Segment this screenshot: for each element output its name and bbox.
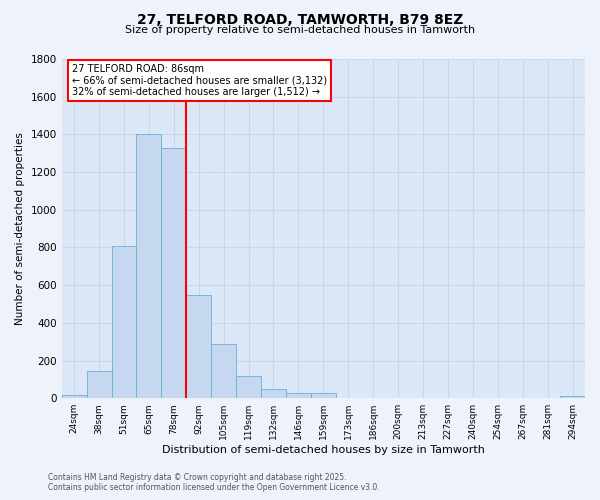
X-axis label: Distribution of semi-detached houses by size in Tamworth: Distribution of semi-detached houses by … — [162, 445, 485, 455]
Bar — [236, 376, 261, 398]
Text: Size of property relative to semi-detached houses in Tamworth: Size of property relative to semi-detach… — [125, 25, 475, 35]
Bar — [286, 394, 311, 398]
Y-axis label: Number of semi-detached properties: Number of semi-detached properties — [15, 132, 25, 325]
Bar — [186, 294, 211, 398]
Bar — [86, 371, 112, 398]
Bar — [112, 246, 136, 398]
Bar — [136, 134, 161, 398]
Text: 27 TELFORD ROAD: 86sqm
← 66% of semi-detached houses are smaller (3,132)
32% of : 27 TELFORD ROAD: 86sqm ← 66% of semi-det… — [72, 64, 327, 98]
Text: 27, TELFORD ROAD, TAMWORTH, B79 8EZ: 27, TELFORD ROAD, TAMWORTH, B79 8EZ — [137, 12, 463, 26]
Bar — [211, 344, 236, 398]
Bar — [62, 396, 86, 398]
Bar — [161, 148, 186, 398]
Text: Contains HM Land Registry data © Crown copyright and database right 2025.
Contai: Contains HM Land Registry data © Crown c… — [48, 473, 380, 492]
Bar — [311, 394, 336, 398]
Bar — [261, 389, 286, 398]
Bar — [560, 396, 585, 398]
